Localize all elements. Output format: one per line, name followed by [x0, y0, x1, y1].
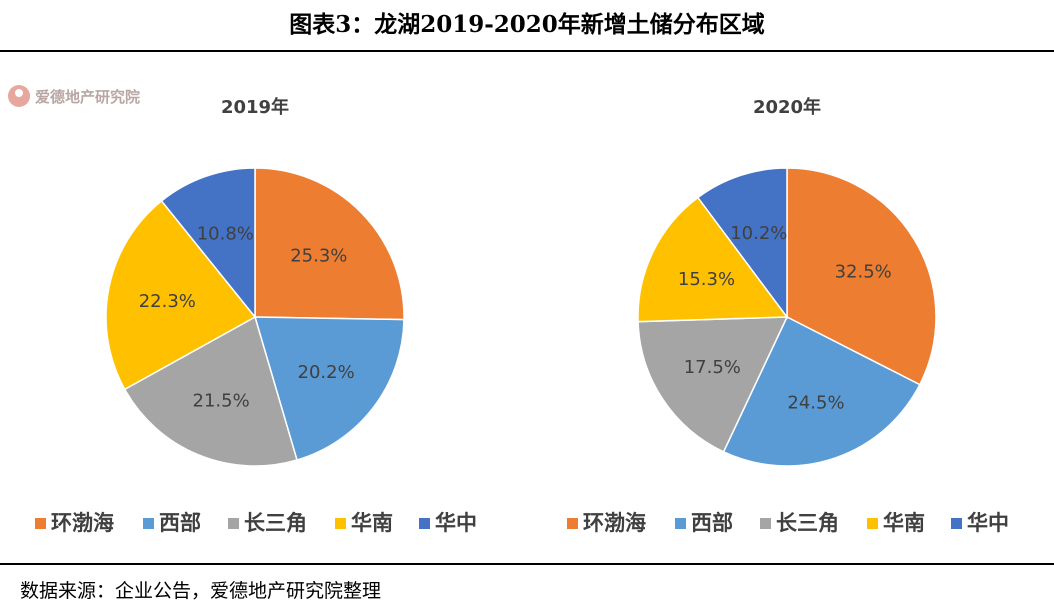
watermark-logo-icon [8, 85, 30, 107]
charts-area: 2019年 25.3% 20.2% 21.5% 22.3% 10.8% 环渤海 西部 长三角 华南… [35, 96, 1009, 535]
chart-title: 2020年 [753, 96, 821, 118]
slice-data-label: 25.3% [290, 245, 347, 266]
pie-slice [123, 315, 298, 467]
legend-label: 环渤海 [51, 511, 114, 535]
pie-slice [160, 167, 256, 320]
slice-data-label: 15.3% [678, 269, 735, 290]
pie-slice [253, 316, 405, 461]
slice-data-label: 21.5% [193, 391, 250, 412]
pie-slice [637, 316, 789, 453]
slice-data-label: 32.5% [835, 261, 892, 282]
slice-data-label: 22.3% [139, 291, 196, 312]
slice-data-label: 17.5% [684, 357, 741, 378]
source-divider [0, 563, 1054, 565]
legend-swatch [335, 518, 346, 529]
title-divider [0, 50, 1054, 52]
pie-slice [696, 167, 788, 320]
legend-label: 华南 [351, 511, 393, 535]
source-note: 数据来源：企业公告，爱德地产研究院整理 [20, 580, 382, 602]
legend-label: 华南 [883, 511, 925, 535]
legend-swatch [867, 518, 878, 529]
watermark-text: 爱德地产研究院 [35, 87, 141, 106]
legend-swatch [228, 518, 239, 529]
pie-slice [722, 315, 921, 467]
legend-swatch [143, 518, 154, 529]
pie-slice [105, 199, 257, 391]
slice-data-label: 20.2% [298, 362, 355, 383]
legend-swatch [419, 518, 430, 529]
legend-label: 环渤海 [583, 511, 646, 535]
legend-swatch [35, 518, 46, 529]
watermark: 爱德地产研究院 [8, 83, 140, 109]
slice-data-label: 10.2% [730, 223, 787, 244]
legend-swatch [951, 518, 962, 529]
legend-label: 西部 [691, 511, 733, 535]
chart-title: 2019年 [221, 96, 289, 118]
page-title: 图表3：龙湖2019-2020年新增土储分布区域 [289, 11, 765, 38]
legend-label: 长三角 [776, 511, 839, 535]
legend-label: 华中 [435, 511, 477, 535]
pie-slice [637, 196, 789, 323]
legend-swatch [567, 518, 578, 529]
slice-data-label: 24.5% [787, 393, 844, 414]
legend-label: 华中 [967, 511, 1009, 535]
slice-data-label: 10.8% [197, 224, 254, 245]
legend-label: 长三角 [244, 511, 307, 535]
pie-slice [254, 167, 405, 321]
legend-label: 西部 [159, 511, 201, 535]
pie-slice [786, 167, 937, 386]
legend-swatch [675, 518, 686, 529]
legend-swatch [760, 518, 771, 529]
